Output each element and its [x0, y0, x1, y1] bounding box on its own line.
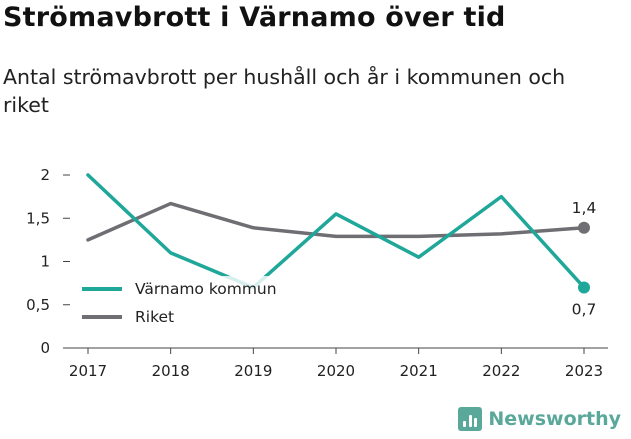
- brand-logo: Newsworthy: [458, 407, 621, 431]
- x-tick-label: 2018: [152, 362, 190, 380]
- end-value-label: 0,7: [572, 300, 597, 318]
- y-tick-label: 0: [40, 339, 50, 357]
- y-axis: 0 0,5 1 1,5 2: [26, 166, 70, 357]
- x-tick-label: 2020: [317, 362, 355, 380]
- x-tick-label: 2022: [482, 362, 520, 380]
- end-value-label: 1,4: [572, 199, 597, 217]
- y-tick-label: 1: [40, 253, 50, 271]
- end-markers: 0,7 1,4: [572, 199, 597, 319]
- end-point-marker: [578, 281, 590, 294]
- legend-label: Värnamo kommun: [135, 280, 277, 298]
- legend: Värnamo kommun Riket: [72, 276, 306, 334]
- series-line-varnamo: [86, 173, 586, 290]
- end-point-marker: [578, 221, 590, 234]
- x-tick-label: 2019: [234, 362, 272, 380]
- legend-label: Riket: [135, 308, 174, 326]
- x-tick-label: 2017: [69, 362, 107, 380]
- brand-name: Newsworthy: [488, 408, 621, 430]
- chart-title: Strömavbrott i Värnamo över tid: [3, 2, 506, 33]
- y-tick-label: 1,5: [26, 209, 50, 227]
- y-tick-label: 0,5: [26, 296, 50, 314]
- bar-chart-icon: [458, 407, 483, 431]
- x-tick-label: 2021: [400, 362, 438, 380]
- y-tick-label: 2: [40, 166, 50, 184]
- x-tick-label: 2023: [565, 362, 603, 380]
- series-line-riket: [86, 201, 586, 242]
- chart-subtitle: Antal strömavbrott per hushåll och år i …: [3, 65, 566, 117]
- legend-background: [72, 276, 306, 334]
- series-lines: [86, 173, 586, 290]
- x-axis: 2017 2018 2019 2020 2021 2022 2023: [63, 347, 608, 380]
